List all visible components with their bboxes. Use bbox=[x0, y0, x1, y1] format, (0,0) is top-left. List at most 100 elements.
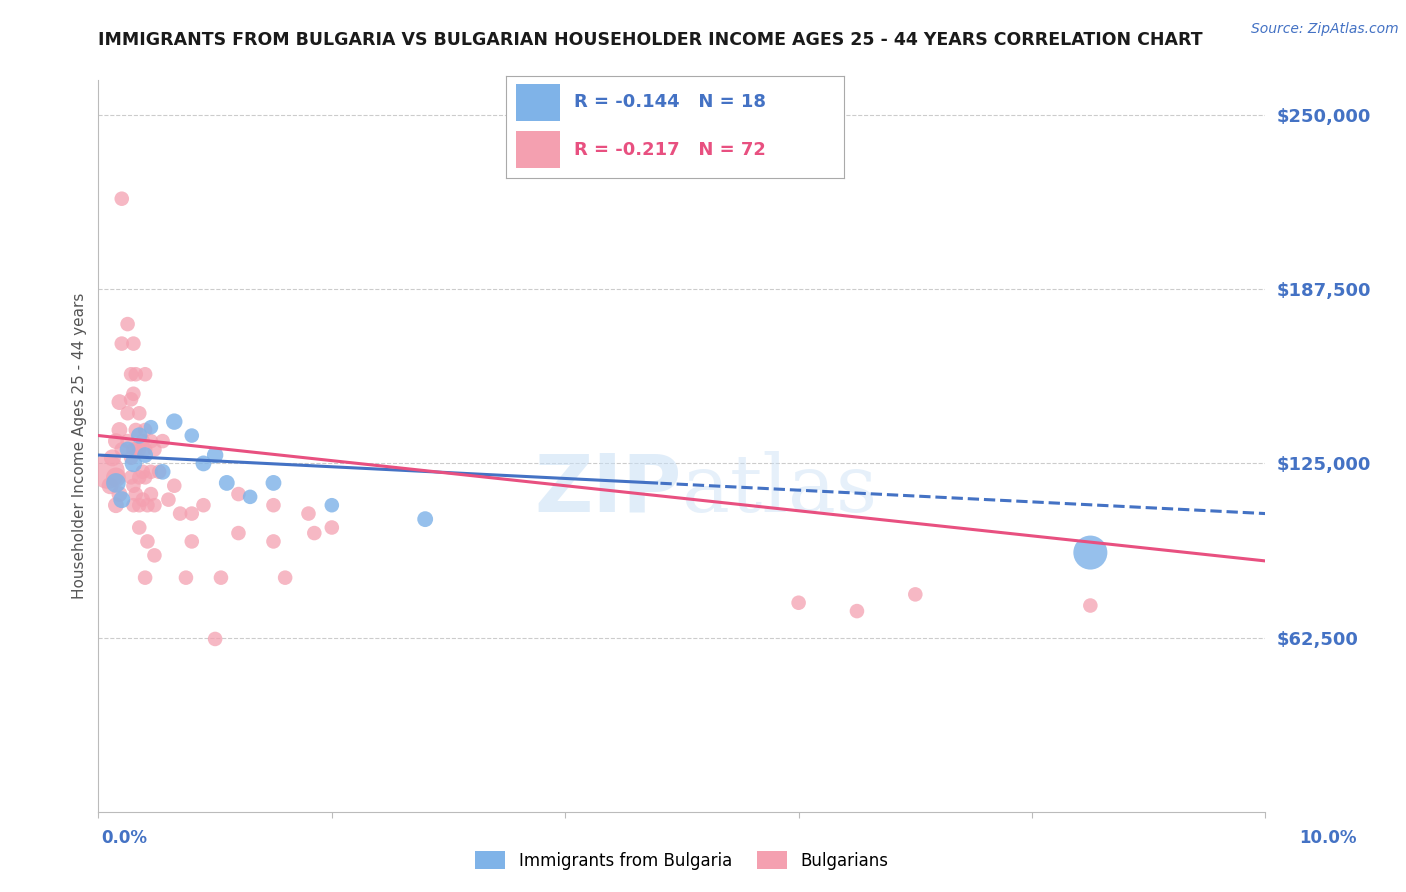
Point bbox=[117, 406, 139, 420]
Point bbox=[139, 420, 162, 434]
Point bbox=[120, 470, 142, 484]
Point bbox=[134, 423, 156, 437]
Point bbox=[904, 587, 927, 601]
Point bbox=[97, 465, 120, 479]
Point bbox=[152, 434, 174, 449]
Point bbox=[136, 498, 159, 512]
Point bbox=[139, 434, 162, 449]
Point bbox=[321, 520, 343, 534]
Point bbox=[111, 336, 134, 351]
Text: 0.0%: 0.0% bbox=[101, 829, 148, 847]
Point bbox=[180, 507, 202, 521]
Point bbox=[125, 442, 148, 457]
Text: R = -0.144   N = 18: R = -0.144 N = 18 bbox=[574, 94, 766, 112]
Point bbox=[117, 317, 139, 331]
Point bbox=[157, 492, 180, 507]
Point bbox=[139, 487, 162, 501]
Point bbox=[180, 428, 202, 442]
Point bbox=[204, 448, 226, 462]
Point bbox=[122, 498, 145, 512]
Point bbox=[125, 487, 148, 501]
Point bbox=[262, 475, 284, 490]
Point bbox=[239, 490, 262, 504]
Point bbox=[125, 423, 148, 437]
Point bbox=[163, 415, 186, 429]
Point bbox=[101, 450, 124, 465]
Point bbox=[132, 492, 155, 507]
Point bbox=[128, 470, 150, 484]
Text: ZIP: ZIP bbox=[534, 450, 682, 529]
Point bbox=[104, 475, 127, 490]
Point bbox=[125, 368, 148, 382]
Point bbox=[104, 470, 127, 484]
Legend: Immigrants from Bulgaria, Bulgarians: Immigrants from Bulgaria, Bulgarians bbox=[468, 845, 896, 877]
Y-axis label: Householder Income Ages 25 - 44 years: Householder Income Ages 25 - 44 years bbox=[72, 293, 87, 599]
Point bbox=[117, 442, 139, 457]
Point bbox=[122, 457, 145, 471]
Point bbox=[134, 368, 156, 382]
Text: atlas: atlas bbox=[682, 450, 877, 529]
Point bbox=[1080, 599, 1102, 613]
Point bbox=[120, 450, 142, 465]
Point bbox=[120, 392, 142, 407]
Point bbox=[132, 434, 155, 449]
Point bbox=[148, 465, 170, 479]
Point bbox=[128, 498, 150, 512]
Point bbox=[111, 442, 134, 457]
Point bbox=[134, 442, 156, 457]
Point bbox=[413, 512, 436, 526]
FancyBboxPatch shape bbox=[516, 84, 560, 121]
FancyBboxPatch shape bbox=[516, 131, 560, 168]
Point bbox=[174, 571, 197, 585]
Point bbox=[98, 479, 121, 493]
Point bbox=[787, 596, 810, 610]
Point bbox=[143, 498, 166, 512]
Point bbox=[128, 520, 150, 534]
Point bbox=[111, 492, 134, 507]
Point bbox=[122, 336, 145, 351]
Point bbox=[104, 434, 127, 449]
Point bbox=[262, 534, 284, 549]
Point bbox=[297, 507, 319, 521]
Point bbox=[128, 428, 150, 442]
Point bbox=[143, 549, 166, 563]
Point bbox=[134, 470, 156, 484]
Point bbox=[122, 479, 145, 493]
Point bbox=[136, 534, 159, 549]
Text: Source: ZipAtlas.com: Source: ZipAtlas.com bbox=[1251, 22, 1399, 37]
Text: IMMIGRANTS FROM BULGARIA VS BULGARIAN HOUSEHOLDER INCOME AGES 25 - 44 YEARS CORR: IMMIGRANTS FROM BULGARIA VS BULGARIAN HO… bbox=[98, 31, 1204, 49]
Point bbox=[122, 442, 145, 457]
Point bbox=[215, 475, 238, 490]
Point bbox=[209, 571, 232, 585]
Point bbox=[193, 457, 215, 471]
Point bbox=[134, 571, 156, 585]
Point bbox=[304, 526, 326, 541]
Point bbox=[193, 498, 215, 512]
Point bbox=[108, 395, 131, 409]
Point bbox=[152, 465, 174, 479]
Point bbox=[108, 487, 131, 501]
Point bbox=[228, 487, 250, 501]
Point bbox=[117, 434, 139, 449]
Point bbox=[139, 465, 162, 479]
Point bbox=[134, 448, 156, 462]
Point bbox=[108, 423, 131, 437]
Text: 10.0%: 10.0% bbox=[1299, 829, 1357, 847]
Point bbox=[111, 192, 134, 206]
Point bbox=[143, 442, 166, 457]
Point bbox=[1080, 545, 1102, 559]
Point bbox=[169, 507, 191, 521]
Point bbox=[321, 498, 343, 512]
Point bbox=[104, 498, 127, 512]
Point bbox=[262, 498, 284, 512]
Point bbox=[204, 632, 226, 646]
Point bbox=[180, 534, 202, 549]
Point bbox=[122, 386, 145, 401]
Point bbox=[228, 526, 250, 541]
Text: R = -0.217   N = 72: R = -0.217 N = 72 bbox=[574, 141, 765, 159]
Point bbox=[845, 604, 868, 618]
Point bbox=[128, 406, 150, 420]
Point bbox=[132, 465, 155, 479]
Point bbox=[274, 571, 297, 585]
Point bbox=[163, 479, 186, 493]
